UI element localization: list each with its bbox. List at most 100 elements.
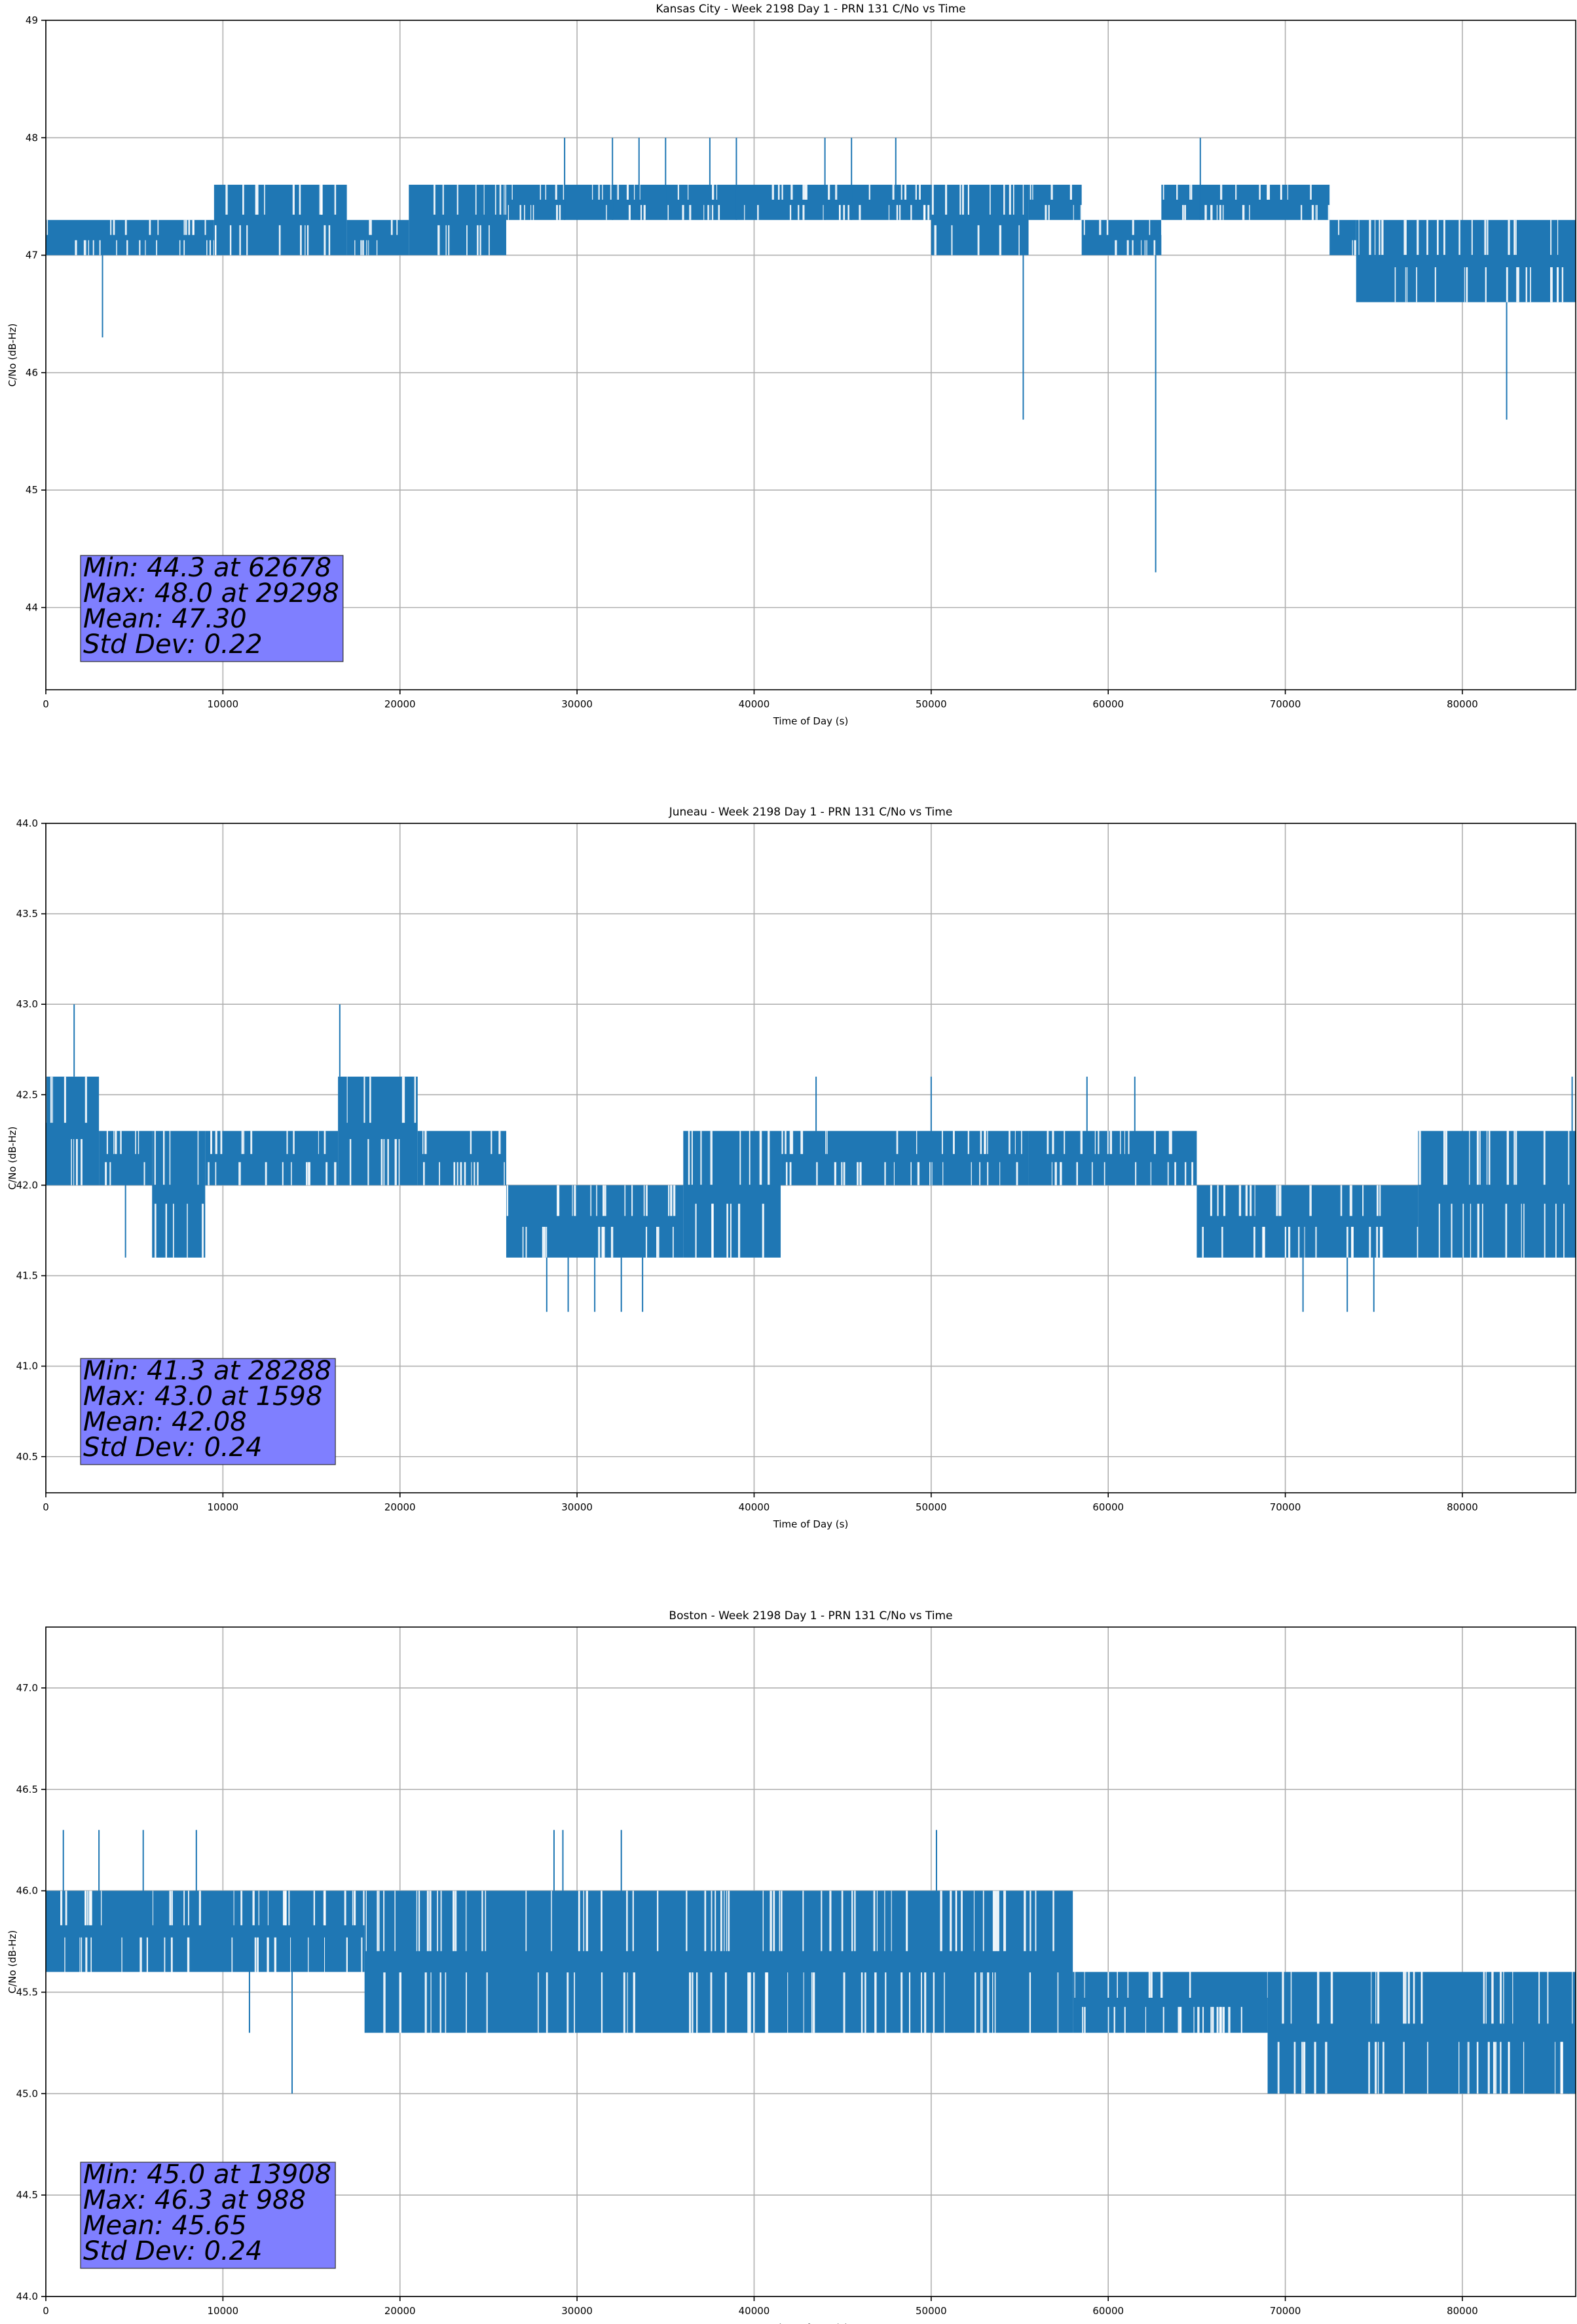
band-segment xyxy=(1161,185,1330,220)
band-gap xyxy=(1458,219,1460,255)
band-gap xyxy=(1189,1972,1191,1998)
band-segment xyxy=(1081,219,1163,255)
band-gap xyxy=(1544,1203,1546,1258)
band-core xyxy=(1161,185,1330,220)
band-gap xyxy=(695,1203,697,1258)
band-gap xyxy=(1479,1131,1481,1185)
band-gap xyxy=(210,1131,213,1154)
band-gap xyxy=(787,1972,788,2033)
band-gap xyxy=(183,219,185,235)
band-gap xyxy=(1162,2006,1164,2033)
x-tick-label: 20000 xyxy=(384,698,416,710)
band-gap xyxy=(1462,1203,1464,1258)
band-gap xyxy=(1107,1972,1109,1998)
band-gap xyxy=(1340,1185,1343,1216)
band-gap xyxy=(574,1185,576,1216)
x-tick-label: 40000 xyxy=(739,1501,770,1513)
band-gap xyxy=(1259,185,1261,200)
stats-box-background xyxy=(80,555,344,662)
band-gap xyxy=(1407,1972,1410,2024)
band-gap xyxy=(1004,1890,1007,1951)
band-gap xyxy=(1107,1131,1109,1154)
band-gap xyxy=(1403,2042,1405,2094)
band-gap xyxy=(383,1138,385,1186)
band-segment xyxy=(46,1890,365,1972)
band-gap xyxy=(424,1131,427,1154)
band-gap xyxy=(1021,1131,1022,1154)
band-gap xyxy=(1145,2006,1147,2033)
band-gap xyxy=(668,1185,670,1216)
band-gap xyxy=(532,204,534,220)
band-gap xyxy=(1235,185,1237,200)
band-gap xyxy=(868,185,870,200)
band-gap xyxy=(483,185,485,215)
band-gap xyxy=(286,1131,288,1154)
band-gap xyxy=(525,1890,527,1951)
band-gap xyxy=(591,185,593,200)
band-gap xyxy=(835,185,836,200)
band-gap xyxy=(1369,219,1371,255)
band-gap xyxy=(1561,2042,1563,2094)
band-gap xyxy=(369,1076,371,1123)
band-gap xyxy=(402,1076,405,1123)
band-gap xyxy=(1376,1226,1379,1258)
band-gap xyxy=(1437,219,1439,255)
band-gap xyxy=(198,1890,201,1926)
band-gap xyxy=(1115,240,1117,255)
band-gap xyxy=(172,1203,174,1258)
x-axis-label: Time of Day (s) xyxy=(773,2322,849,2324)
band-gap xyxy=(1310,185,1312,200)
band-gap xyxy=(387,1138,389,1186)
band-gap xyxy=(1476,2042,1479,2094)
band-gap xyxy=(959,185,961,215)
band-gap xyxy=(768,1131,770,1185)
band-gap xyxy=(365,1890,367,1951)
band-gap xyxy=(670,1185,672,1216)
band-gap xyxy=(944,1972,945,2033)
band-gap xyxy=(256,185,259,215)
x-tick-label: 80000 xyxy=(1447,1501,1478,1513)
band-gap xyxy=(785,1162,788,1186)
band-gap xyxy=(874,1972,877,2033)
x-tick-label: 50000 xyxy=(916,1501,947,1513)
band-gap xyxy=(508,204,510,220)
band-gap xyxy=(982,1890,984,1951)
band-gap xyxy=(1543,1131,1546,1185)
x-tick-label: 10000 xyxy=(208,2305,239,2317)
band-gap xyxy=(439,1162,440,1186)
band-gap xyxy=(728,1890,729,1951)
band-gap xyxy=(704,1890,707,1951)
band-gap xyxy=(987,1162,989,1186)
band-gap xyxy=(540,185,542,200)
band-gap xyxy=(246,225,248,255)
band-gap xyxy=(777,185,780,200)
band-gap xyxy=(859,1162,862,1186)
y-tick-label: 45.5 xyxy=(16,1986,38,1998)
band-gap xyxy=(551,1890,552,1951)
band-gap xyxy=(362,240,364,255)
band-gap xyxy=(790,185,793,200)
band-gap xyxy=(974,1972,976,2033)
band-gap xyxy=(238,1162,241,1186)
band-gap xyxy=(383,1972,386,2033)
band-gap xyxy=(445,225,447,255)
band-gap xyxy=(992,1890,995,1951)
band-gap xyxy=(1426,219,1428,255)
band-gap xyxy=(282,1890,286,1926)
band-gap xyxy=(84,1076,87,1123)
band-gap xyxy=(999,1162,1001,1186)
band-gap xyxy=(100,1890,102,1926)
band-gap xyxy=(239,225,241,255)
band-gap xyxy=(1315,1226,1317,1258)
band-gap xyxy=(617,185,618,200)
band-gap xyxy=(491,1131,492,1154)
band-gap xyxy=(334,185,337,215)
band-gap xyxy=(929,1162,931,1186)
band-gap xyxy=(942,1162,944,1186)
stats-line: Mean: 45.65 xyxy=(83,2211,247,2241)
band-gap xyxy=(896,1131,899,1154)
band-gap xyxy=(1488,1131,1491,1185)
band-gap xyxy=(801,1131,803,1154)
band-gap xyxy=(92,240,94,255)
band-gap xyxy=(1057,1972,1059,2033)
